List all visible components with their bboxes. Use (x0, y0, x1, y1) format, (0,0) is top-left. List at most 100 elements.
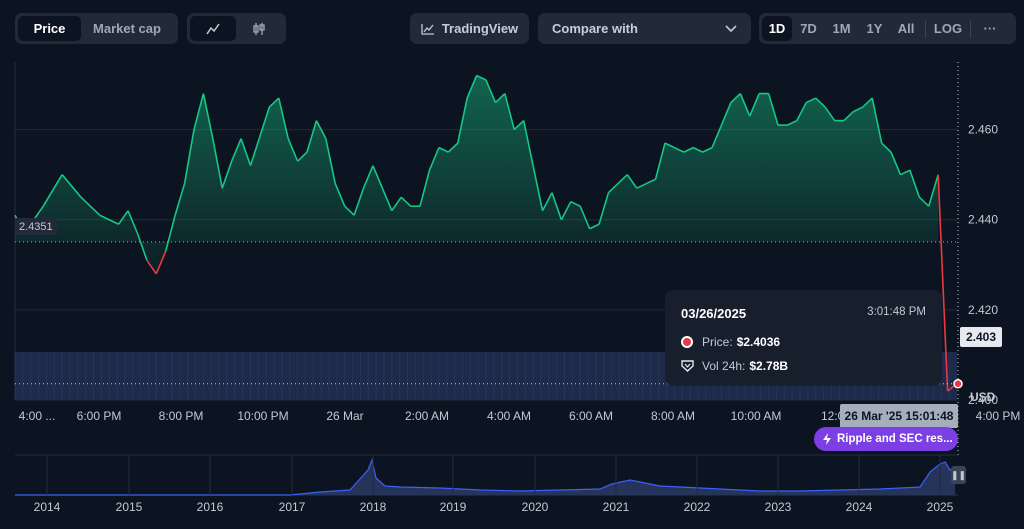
price-line-segment (372, 165, 384, 189)
price-line-segment (146, 259, 157, 275)
log-toggle[interactable]: LOG (933, 21, 963, 36)
price-line-segment (683, 146, 694, 153)
price-line-segment (674, 146, 685, 153)
x-tick-label: 4:00 ... (19, 409, 56, 423)
price-line-segment (617, 174, 628, 185)
price-line-segment (174, 183, 186, 216)
price-line-segment (306, 120, 318, 153)
overview-tick-label: 2021 (603, 500, 630, 514)
price-line-segment (117, 210, 129, 225)
price-line-segment (607, 183, 619, 194)
price-line-segment (767, 93, 779, 126)
candlestick-icon[interactable] (236, 16, 282, 41)
price-line-segment (438, 146, 449, 153)
price-line-segment (277, 97, 289, 139)
tooltip-date: 03/26/2025 (681, 306, 747, 321)
pause-icon[interactable]: ❚❚ (951, 466, 966, 484)
x-tick-label: 8:00 AM (651, 409, 695, 423)
range-1y[interactable]: 1Y (866, 21, 883, 36)
more-button[interactable]: ··· (983, 21, 997, 36)
price-line-segment (702, 146, 713, 153)
price-line-segment (749, 93, 760, 117)
x-tick-label: 4:00 AM (487, 409, 531, 423)
price-line-segment (193, 93, 205, 130)
range-1d[interactable]: 1D (762, 16, 792, 41)
news-event-badge[interactable]: Ripple and SEC res... (814, 427, 958, 451)
lightning-icon (823, 433, 831, 445)
price-line-segment (871, 97, 883, 144)
y-tick-label: 2.420 (968, 303, 998, 317)
price-line-segment (522, 120, 534, 166)
price-line-segment (240, 138, 252, 166)
price-line-segment (400, 196, 412, 207)
price-line-segment (80, 196, 101, 216)
overview-line (15, 457, 956, 496)
price-line-segment (504, 93, 516, 130)
overview-tick-label: 2018 (360, 500, 387, 514)
price-line-segment (344, 205, 355, 216)
price-line-segment (164, 215, 176, 252)
y-tick-label: 2.400 (968, 393, 998, 407)
tab-price[interactable]: Price (18, 16, 81, 41)
price-line-segment (476, 74, 487, 81)
price-area (15, 75, 939, 274)
tradingview-button[interactable]: TradingView (410, 13, 529, 44)
range-1m[interactable]: 1M (832, 21, 851, 36)
price-line-segment (654, 142, 666, 180)
price-line-segment (381, 187, 393, 212)
overview-tick-label: 2024 (846, 500, 873, 514)
price-line-segment (918, 196, 930, 207)
x-tick-label: 10:00 AM (731, 409, 782, 423)
line-chart-icon[interactable] (190, 16, 236, 41)
x-tick-label: 6:00 AM (569, 409, 613, 423)
tab-market-cap[interactable]: Market cap (93, 21, 161, 36)
price-line-segment (551, 192, 563, 220)
currency-label: USD (970, 390, 996, 404)
price-line-segment (221, 160, 233, 189)
price-line-segment (711, 124, 723, 148)
price-line-segment (230, 138, 242, 162)
overview-tick-label: 2022 (684, 500, 711, 514)
price-line-segment (325, 138, 337, 184)
reference-price-label: 2.4351 (15, 218, 57, 235)
compare-dropdown[interactable]: Compare with (538, 13, 751, 44)
divider (970, 19, 971, 38)
price-line-segment (249, 106, 271, 166)
price-dot-icon (681, 336, 693, 348)
x-tick-label: 4:00 PM (976, 409, 1021, 423)
range-all[interactable]: All (897, 21, 915, 36)
y-tick-label: 2.460 (968, 123, 998, 137)
tooltip-volume-label: Vol 24h: (702, 359, 746, 373)
price-line-segment (419, 169, 431, 207)
range-7d[interactable]: 7D (800, 21, 817, 36)
overview-tick-label: 2020 (522, 500, 549, 514)
price-line-segment (268, 97, 280, 108)
price-line-segment (99, 214, 119, 225)
price-line-segment (560, 201, 572, 221)
overview-area (15, 460, 955, 495)
cursor-time-label: 26 Mar '25 15:01:48 (840, 404, 958, 428)
tooltip-price-label: Price: (702, 335, 733, 349)
price-line-segment (155, 250, 167, 275)
price-line-segment (853, 106, 864, 113)
price-line-segment (353, 187, 365, 216)
price-line-segment (937, 174, 949, 392)
overview-tick-label: 2019 (440, 500, 467, 514)
divider (925, 19, 926, 38)
price-line-segment (645, 178, 656, 185)
price-line-segment (456, 97, 468, 144)
price-line-segment (183, 129, 195, 184)
price-line-segment (447, 142, 459, 153)
price-line-segment (334, 183, 346, 207)
price-line-segment (61, 174, 82, 198)
price-line-segment (297, 151, 308, 162)
volume-icon (681, 360, 694, 372)
news-event-text: Ripple and SEC res... (837, 433, 953, 445)
price-line-segment (720, 102, 732, 126)
x-tick-label: 8:00 PM (159, 409, 204, 423)
price-line-segment (42, 174, 63, 207)
price-line-segment (692, 146, 704, 153)
chevron-down-icon (725, 24, 737, 32)
price-line-segment (815, 97, 826, 108)
price-line-segment (636, 182, 647, 189)
